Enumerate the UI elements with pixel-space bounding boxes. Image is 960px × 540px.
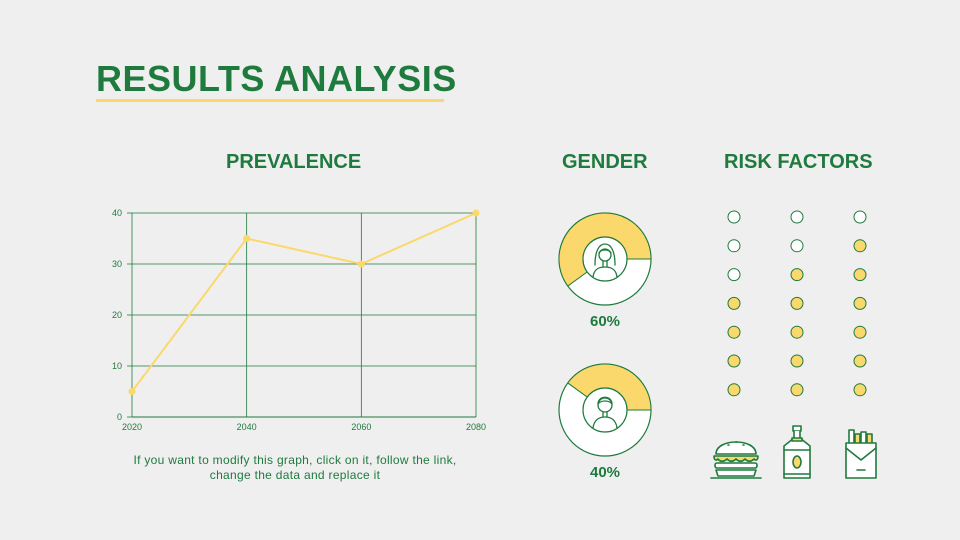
x-tick-label: 2040 [237, 422, 257, 432]
female-percentage: 60% [589, 313, 621, 330]
risk-dot-filled [790, 268, 804, 282]
data-point [472, 209, 480, 217]
x-tick-label: 2020 [122, 422, 142, 432]
risk-dot-filled [790, 325, 804, 339]
risk-dot-filled [727, 325, 741, 339]
y-tick-label: 10 [112, 361, 122, 371]
burger-icon [710, 441, 762, 479]
risk-dot-filled [853, 325, 867, 339]
woman-icon [592, 243, 618, 278]
y-tick-label: 30 [112, 259, 122, 269]
y-tick-label: 40 [112, 208, 122, 218]
y-tick-label: 0 [117, 412, 122, 422]
prevalence-heading: PREVALENCE [226, 151, 362, 173]
gender-heading: GENDER [562, 151, 648, 173]
risk-dot-empty [790, 210, 804, 224]
risk-dot-filled [727, 383, 741, 397]
x-tick-label: 2080 [466, 422, 486, 432]
risk-dot-filled [727, 354, 741, 368]
risk-dot-filled [853, 268, 867, 282]
risk-dot-filled [790, 383, 804, 397]
risk-dot-empty [790, 239, 804, 253]
risk-dot-filled [727, 296, 741, 310]
chart-caption: If you want to modify this graph, click … [133, 453, 457, 482]
risk-dot-filled [790, 354, 804, 368]
risk-factor-dot-matrix [727, 210, 867, 397]
risk-dot-filled [853, 239, 867, 253]
risk-dot-filled [853, 383, 867, 397]
male-percentage: 40% [589, 464, 621, 481]
bottle-icon [783, 425, 811, 479]
cigarette-pack-icon [845, 429, 877, 479]
risk-dot-filled [853, 296, 867, 310]
y-tick-label: 20 [112, 310, 122, 320]
prevalence-line-chart[interactable]: 0 10 20 30 40 2020 2040 2060 2080 [100, 200, 490, 435]
x-tick-label: 2060 [351, 422, 371, 432]
gender-donut-male [558, 363, 652, 457]
page-title: RESULTS ANALYSIS [96, 58, 457, 99]
series-line [131, 212, 477, 393]
risk-factors-heading: RISK FACTORS [724, 151, 873, 173]
gender-donut-female [558, 212, 652, 306]
risk-dot-empty [727, 239, 741, 253]
risk-dot-filled [853, 354, 867, 368]
risk-dot-empty [853, 210, 867, 224]
man-icon [592, 396, 618, 429]
risk-dot-filled [790, 296, 804, 310]
data-point [243, 235, 251, 242]
risk-dot-empty [727, 268, 741, 282]
risk-dot-empty [727, 210, 741, 224]
data-point [357, 260, 365, 268]
data-point [128, 388, 136, 395]
title-underline [96, 99, 444, 102]
